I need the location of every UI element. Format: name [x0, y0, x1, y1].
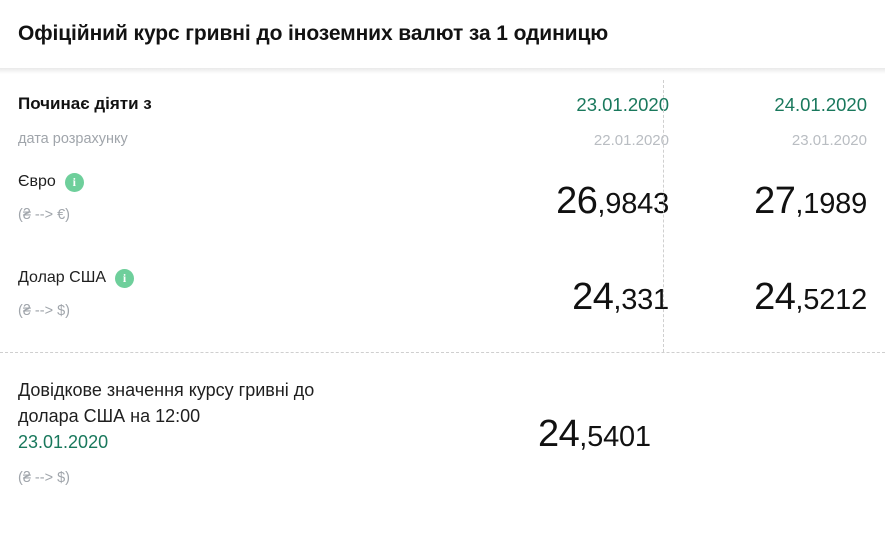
info-icon[interactable]: i	[64, 172, 84, 192]
rates-table: Починає діяти з дата розрахунку 23.01.20…	[0, 74, 885, 352]
page-title: Офіційний курс гривні до іноземних валют…	[18, 22, 609, 46]
header-col-2: 24.01.2020 23.01.2020	[696, 94, 867, 151]
column-divider	[663, 80, 664, 352]
rate-value-eur-2: 27,1989	[754, 172, 867, 220]
reference-value-cell: 24,5401	[538, 377, 651, 453]
reference-rate-value: 24,5401	[538, 405, 651, 453]
currency-name-usd: Долар США i	[18, 268, 498, 288]
reference-direction: (₴ --> $)	[18, 470, 70, 486]
rate-int: 24	[754, 276, 796, 318]
table-row: Євро i (₴ --> €) 26,9843 27,1989	[18, 160, 867, 256]
reference-date: 23.01.2020	[18, 432, 109, 452]
effective-date-1: 23.01.2020	[576, 94, 669, 115]
reference-label-cell: Довідкове значення курсу гривні до долар…	[18, 377, 538, 487]
currency-direction-usd: (₴ --> $)	[18, 303, 70, 319]
rate-cell-eur-1: 26,9843	[498, 172, 696, 220]
header-label-cell: Починає діяти з дата розрахунку	[18, 94, 498, 148]
rate-int: 24	[572, 276, 614, 318]
reference-rate-section: Довідкове значення курсу гривні до долар…	[0, 353, 885, 487]
rate-frac: ,9843	[597, 188, 669, 220]
effective-date-2: 24.01.2020	[774, 94, 867, 115]
rate-cell-usd-1: 24,331	[498, 268, 696, 316]
reference-title-line1: Довідкове значення курсу гривні до	[18, 380, 315, 400]
rate-frac: ,5212	[795, 284, 867, 316]
rate-value-usd-1: 24,331	[572, 268, 669, 316]
calc-date-1: 22.01.2020	[593, 132, 669, 149]
table-header-row: Починає діяти з дата розрахунку 23.01.20…	[18, 74, 867, 160]
currency-name-text: Євро	[18, 173, 56, 190]
calculation-date-label: дата розрахунку	[18, 131, 128, 147]
rate-frac: ,331	[613, 284, 669, 316]
currency-direction-eur: (₴ --> €)	[18, 207, 70, 223]
rate-cell-eur-2: 27,1989	[696, 172, 867, 220]
rate-int: 24	[538, 413, 580, 455]
currency-name-eur: Євро i	[18, 172, 498, 192]
rate-value-eur-1: 26,9843	[556, 172, 669, 220]
rate-cell-usd-2: 24,5212	[696, 268, 867, 316]
page-header: Офіційний курс гривні до іноземних валют…	[0, 0, 885, 68]
reference-title-line2: долара США на 12:00	[18, 406, 201, 426]
info-icon[interactable]: i	[115, 268, 135, 288]
calc-date-2: 23.01.2020	[791, 132, 867, 149]
effective-from-label: Починає діяти з	[18, 94, 152, 113]
rate-value-usd-2: 24,5212	[754, 268, 867, 316]
rate-frac: ,1989	[795, 188, 867, 220]
currency-label-cell-eur: Євро i (₴ --> €)	[18, 172, 498, 224]
rate-int: 26	[556, 180, 598, 222]
rate-frac: ,5401	[579, 421, 651, 453]
header-col-1: 23.01.2020 22.01.2020	[498, 94, 696, 151]
section-divider	[0, 352, 885, 353]
currency-name-text: Долар США	[18, 269, 107, 286]
currency-label-cell-usd: Долар США i (₴ --> $)	[18, 268, 498, 320]
header-divider	[0, 68, 885, 74]
table-row: Долар США i (₴ --> $) 24,331 24,5212	[18, 256, 867, 352]
rate-int: 27	[754, 180, 796, 222]
